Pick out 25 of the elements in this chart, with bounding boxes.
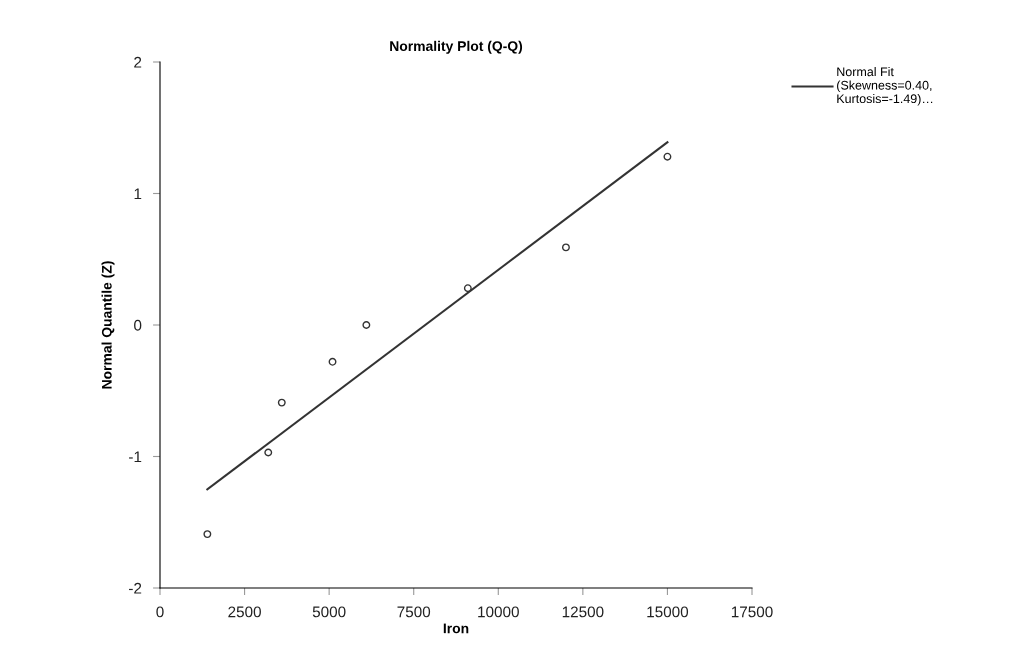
y-tick-label: 2 [134,56,142,68]
x-tick-label: 7500 [397,606,431,618]
x-tick-label: 5000 [312,606,346,618]
x-tick-label: 0 [156,606,164,618]
x-tick-label: 12500 [562,606,604,618]
x-tick-label: 17500 [731,606,773,618]
point [663,152,672,161]
point [203,530,212,539]
legend-label: Normal Fit (Skewness=0.40, Kurtosis=-1.49)… [837,67,933,106]
y-tick-label: -2 [129,582,142,594]
y-tick-label: -1 [129,451,142,463]
y-axis-title: Normal Quantile (Z) [101,261,115,389]
point [463,284,472,293]
point [561,243,570,252]
x-tick-label: 2500 [228,606,261,618]
point [277,398,286,407]
x-tick-label: 10000 [478,606,519,618]
x-tick-label: 15000 [647,606,689,618]
x-axis-title: Iron [443,623,469,634]
point [264,448,273,457]
chart-title: Normality Plot (Q-Q) [390,40,523,54]
point [328,357,337,366]
y-tick-label: 1 [134,188,142,200]
point [362,321,371,329]
y-tick-label: 0 [134,319,142,331]
